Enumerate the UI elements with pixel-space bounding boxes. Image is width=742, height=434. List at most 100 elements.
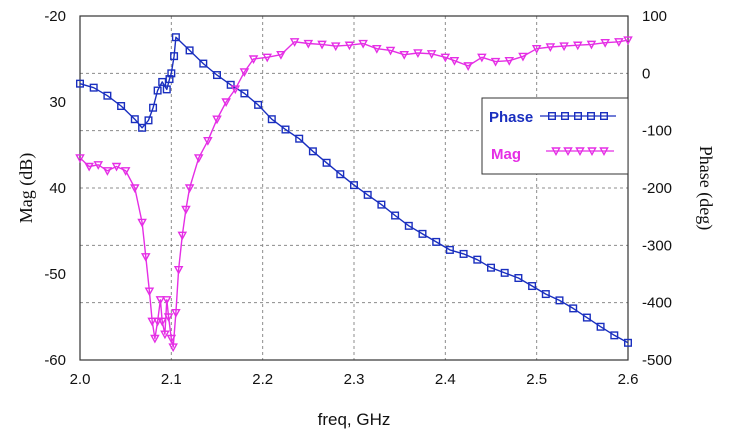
x-tick-label: 2.4	[435, 371, 456, 388]
data-point-phase	[138, 123, 147, 132]
data-point-phase	[350, 181, 359, 190]
data-point-phase	[281, 125, 290, 134]
legend-marker-phase	[600, 111, 609, 120]
y-right-tick-label: -200	[642, 180, 672, 197]
data-point-mag	[559, 42, 569, 52]
data-point-mag	[168, 343, 178, 353]
legend-label-phase: Phase	[489, 109, 533, 126]
y-axis-left-title: Mag (dB)	[16, 153, 37, 224]
data-point-mag	[623, 36, 633, 46]
data-point-mag	[230, 85, 241, 95]
data-point-mag	[248, 55, 259, 65]
legend-marker-phase	[574, 111, 583, 120]
y-left-tick-label: -50	[44, 266, 66, 283]
x-tick-label: 2.2	[252, 371, 273, 388]
legend-label-mag: Mag	[491, 146, 521, 163]
data-point-phase	[254, 100, 263, 109]
data-point-mag	[239, 68, 250, 77]
y-right-tick-label: -100	[642, 123, 672, 140]
data-point-mag	[155, 296, 166, 305]
data-point-phase	[377, 200, 386, 209]
data-point-mag	[130, 184, 140, 194]
data-point-mag	[160, 330, 170, 340]
x-tick-label: 2.3	[344, 371, 365, 388]
legend-marker-phase	[587, 111, 596, 120]
y-left-tick-label: -20	[44, 8, 66, 25]
data-point-mag	[193, 154, 204, 163]
y-right-tick-label: 100	[642, 8, 667, 25]
legend-marker-mag	[587, 147, 597, 157]
data-point-mag	[184, 184, 195, 194]
data-point-mag	[545, 43, 556, 53]
data-point-phase	[171, 33, 180, 42]
data-point-mag	[102, 167, 113, 176]
data-point-mag	[140, 253, 151, 262]
data-point-phase	[103, 91, 112, 100]
data-point-mag	[614, 38, 624, 47]
data-point-phase	[162, 85, 171, 94]
data-point-mag	[203, 136, 213, 146]
data-point-mag	[147, 317, 157, 327]
data-point-mag	[120, 167, 131, 176]
data-point-phase	[363, 190, 372, 199]
data-point-mag	[161, 296, 172, 305]
legend: Phase Mag	[481, 97, 629, 175]
x-tick-label: 2.6	[618, 371, 639, 388]
data-point-phase	[165, 75, 174, 84]
data-point-phase	[167, 69, 176, 78]
data-point-mag	[93, 161, 104, 170]
y-right-tick-label: 0	[642, 65, 650, 82]
data-point-mag	[152, 317, 163, 327]
y-left-tick-label: -60	[44, 352, 66, 369]
data-point-mag	[399, 51, 410, 60]
data-point-mag	[111, 162, 122, 172]
data-point-mag	[289, 38, 300, 47]
y-left-tick-label: 40	[49, 180, 66, 197]
x-axis-title: freq, GHz	[318, 410, 391, 429]
data-point-mag	[144, 287, 155, 297]
data-point-mag	[518, 52, 528, 62]
legend-marker-mag	[599, 147, 609, 157]
data-point-mag	[463, 62, 473, 71]
y-right-tick-label: -500	[642, 352, 672, 369]
data-point-mag	[317, 40, 327, 50]
data-point-phase	[596, 322, 605, 331]
data-point-mag	[84, 162, 94, 172]
data-point-phase	[322, 158, 331, 167]
data-point-phase	[199, 59, 208, 68]
data-point-mag	[504, 57, 515, 66]
legend-markers-mag	[551, 147, 609, 157]
legend-marker-phase	[561, 111, 570, 120]
data-point-mag	[181, 205, 191, 215]
legend-markers-phase	[548, 111, 609, 120]
data-point-mag	[344, 41, 355, 51]
data-point-mag	[586, 40, 597, 50]
data-point-mag	[330, 42, 341, 52]
data-point-mag	[358, 39, 368, 49]
data-point-phase	[149, 103, 158, 112]
data-point-phase	[528, 282, 537, 291]
y-right-tick-label: -300	[642, 237, 672, 254]
data-point-mag	[303, 39, 314, 49]
data-point-mag	[157, 317, 167, 327]
data-point-mag	[372, 44, 382, 54]
data-point-phase	[89, 83, 98, 92]
legend-box	[481, 97, 629, 175]
data-point-mag	[531, 44, 542, 54]
data-point-phase	[624, 338, 633, 347]
data-point-mag	[177, 231, 188, 241]
data-point-mag	[166, 334, 177, 344]
tick-labels: 2.0 2.1 2.2 2.3 2.4 2.5 2.6 100 0 -100 -200 -300 -40…	[44, 8, 672, 388]
data-point-phase	[418, 229, 427, 238]
legend-marker-mag	[575, 147, 585, 157]
data-point-phase	[185, 46, 194, 55]
data-point-mag	[413, 49, 423, 59]
data-point-mag	[171, 309, 181, 318]
data-point-phase	[212, 71, 221, 80]
data-point-phase	[541, 290, 550, 299]
data-point-mag	[173, 266, 184, 275]
data-point-phase	[500, 268, 509, 277]
data-point-phase	[226, 80, 235, 89]
data-point-phase	[473, 255, 482, 264]
data-point-mag	[572, 41, 583, 51]
